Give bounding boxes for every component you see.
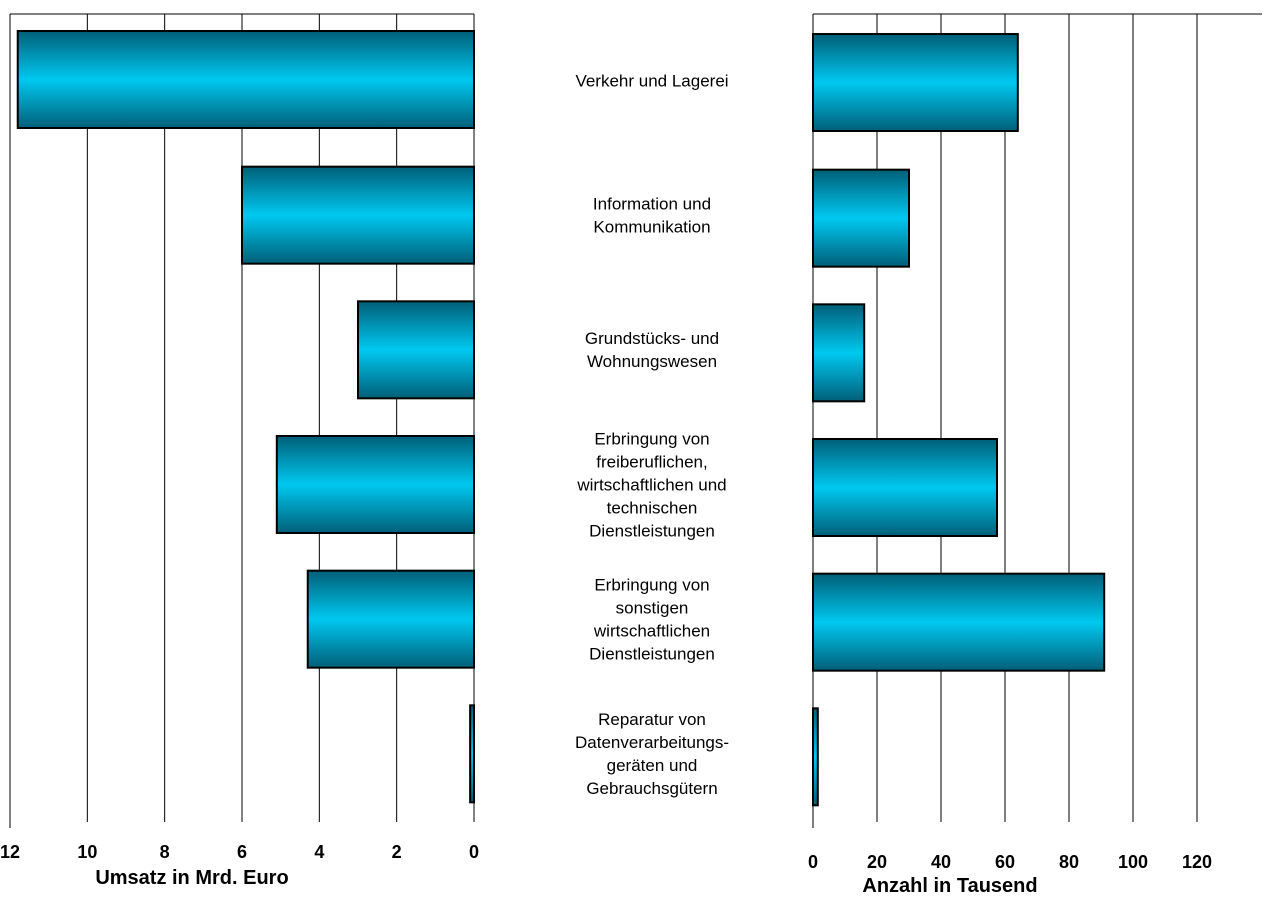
tick-label: 40 [931, 852, 951, 872]
tick-label: 6 [237, 842, 247, 862]
bar [241, 165, 475, 265]
bar [812, 438, 998, 537]
category-label-line: Grundstücks- und [585, 329, 719, 348]
x-axis-title: Umsatz in Mrd. Euro [95, 867, 288, 889]
category-label: Erbringung von freiberuflichen, wirtschaft… [576, 429, 726, 540]
category-label-line: Kommunikation [593, 218, 710, 237]
category-label-line: Datenverarbeitungs- [575, 733, 729, 752]
bar [812, 168, 910, 268]
tick-label: 120 [1182, 852, 1212, 872]
category-label: Reparatur von Datenverarbeitungs-geräten … [575, 710, 729, 798]
tick-label: 2 [392, 842, 402, 862]
tick-label: 12 [0, 842, 20, 862]
category-label: Verkehr und Lagerei [575, 71, 728, 90]
category-label-line: geräten und [607, 756, 698, 775]
bar [812, 707, 819, 807]
tick-label: 0 [469, 842, 479, 862]
category-label: Information und Kommunikation [593, 195, 711, 237]
category-label-line: Reparatur von [598, 710, 706, 729]
bar [812, 33, 1019, 132]
bar [469, 704, 475, 804]
left-chart-umsatz: 12 10 8 6 4 2 0 Umsatz in Mrd. Euro [0, 13, 479, 889]
tick-label: 8 [160, 842, 170, 862]
bar [812, 572, 1106, 672]
category-label: Erbringung von sonstigen wirtschaftlichen D… [589, 576, 715, 664]
tick-label: 60 [995, 852, 1015, 872]
category-label: Grundstücks- und Wohnungswesen [585, 329, 719, 371]
category-label-line: Gebrauchsgütern [586, 779, 717, 798]
tick-label: 20 [867, 852, 887, 872]
bar [16, 30, 475, 129]
category-label-line: wirtschaftlichen [593, 622, 710, 641]
category-label-line: Information und [593, 195, 711, 214]
category-label-line: Dienstleistungen [589, 645, 715, 664]
category-label-line: Verkehr und Lagerei [575, 71, 728, 90]
category-label-line: Erbringung von [594, 429, 709, 448]
bar [812, 303, 866, 403]
category-label-line: sonstigen [616, 599, 689, 618]
right-chart-anzahl: 0 20 40 60 80 100 120 Anzahl in Tausend [808, 13, 1262, 897]
category-label-line: Dienstleistungen [589, 521, 715, 540]
category-label-line: freiberuflichen, [596, 452, 708, 471]
bar [275, 435, 475, 534]
bar [306, 569, 475, 669]
tick-label: 10 [77, 842, 97, 862]
category-label-line: technischen [607, 498, 698, 517]
category-label-line: wirtschaftlichen und [576, 475, 726, 494]
bar [357, 300, 475, 400]
category-label-line: Wohnungswesen [587, 352, 717, 371]
x-axis-title: Anzahl in Tausend [862, 875, 1037, 897]
category-label-line: Erbringung von [594, 576, 709, 595]
tick-label: 100 [1118, 852, 1148, 872]
tick-label: 80 [1059, 852, 1079, 872]
tick-label: 0 [808, 852, 818, 872]
category-labels: Verkehr und Lagerei Information und Kommun… [575, 71, 729, 798]
tick-label: 4 [314, 842, 324, 862]
